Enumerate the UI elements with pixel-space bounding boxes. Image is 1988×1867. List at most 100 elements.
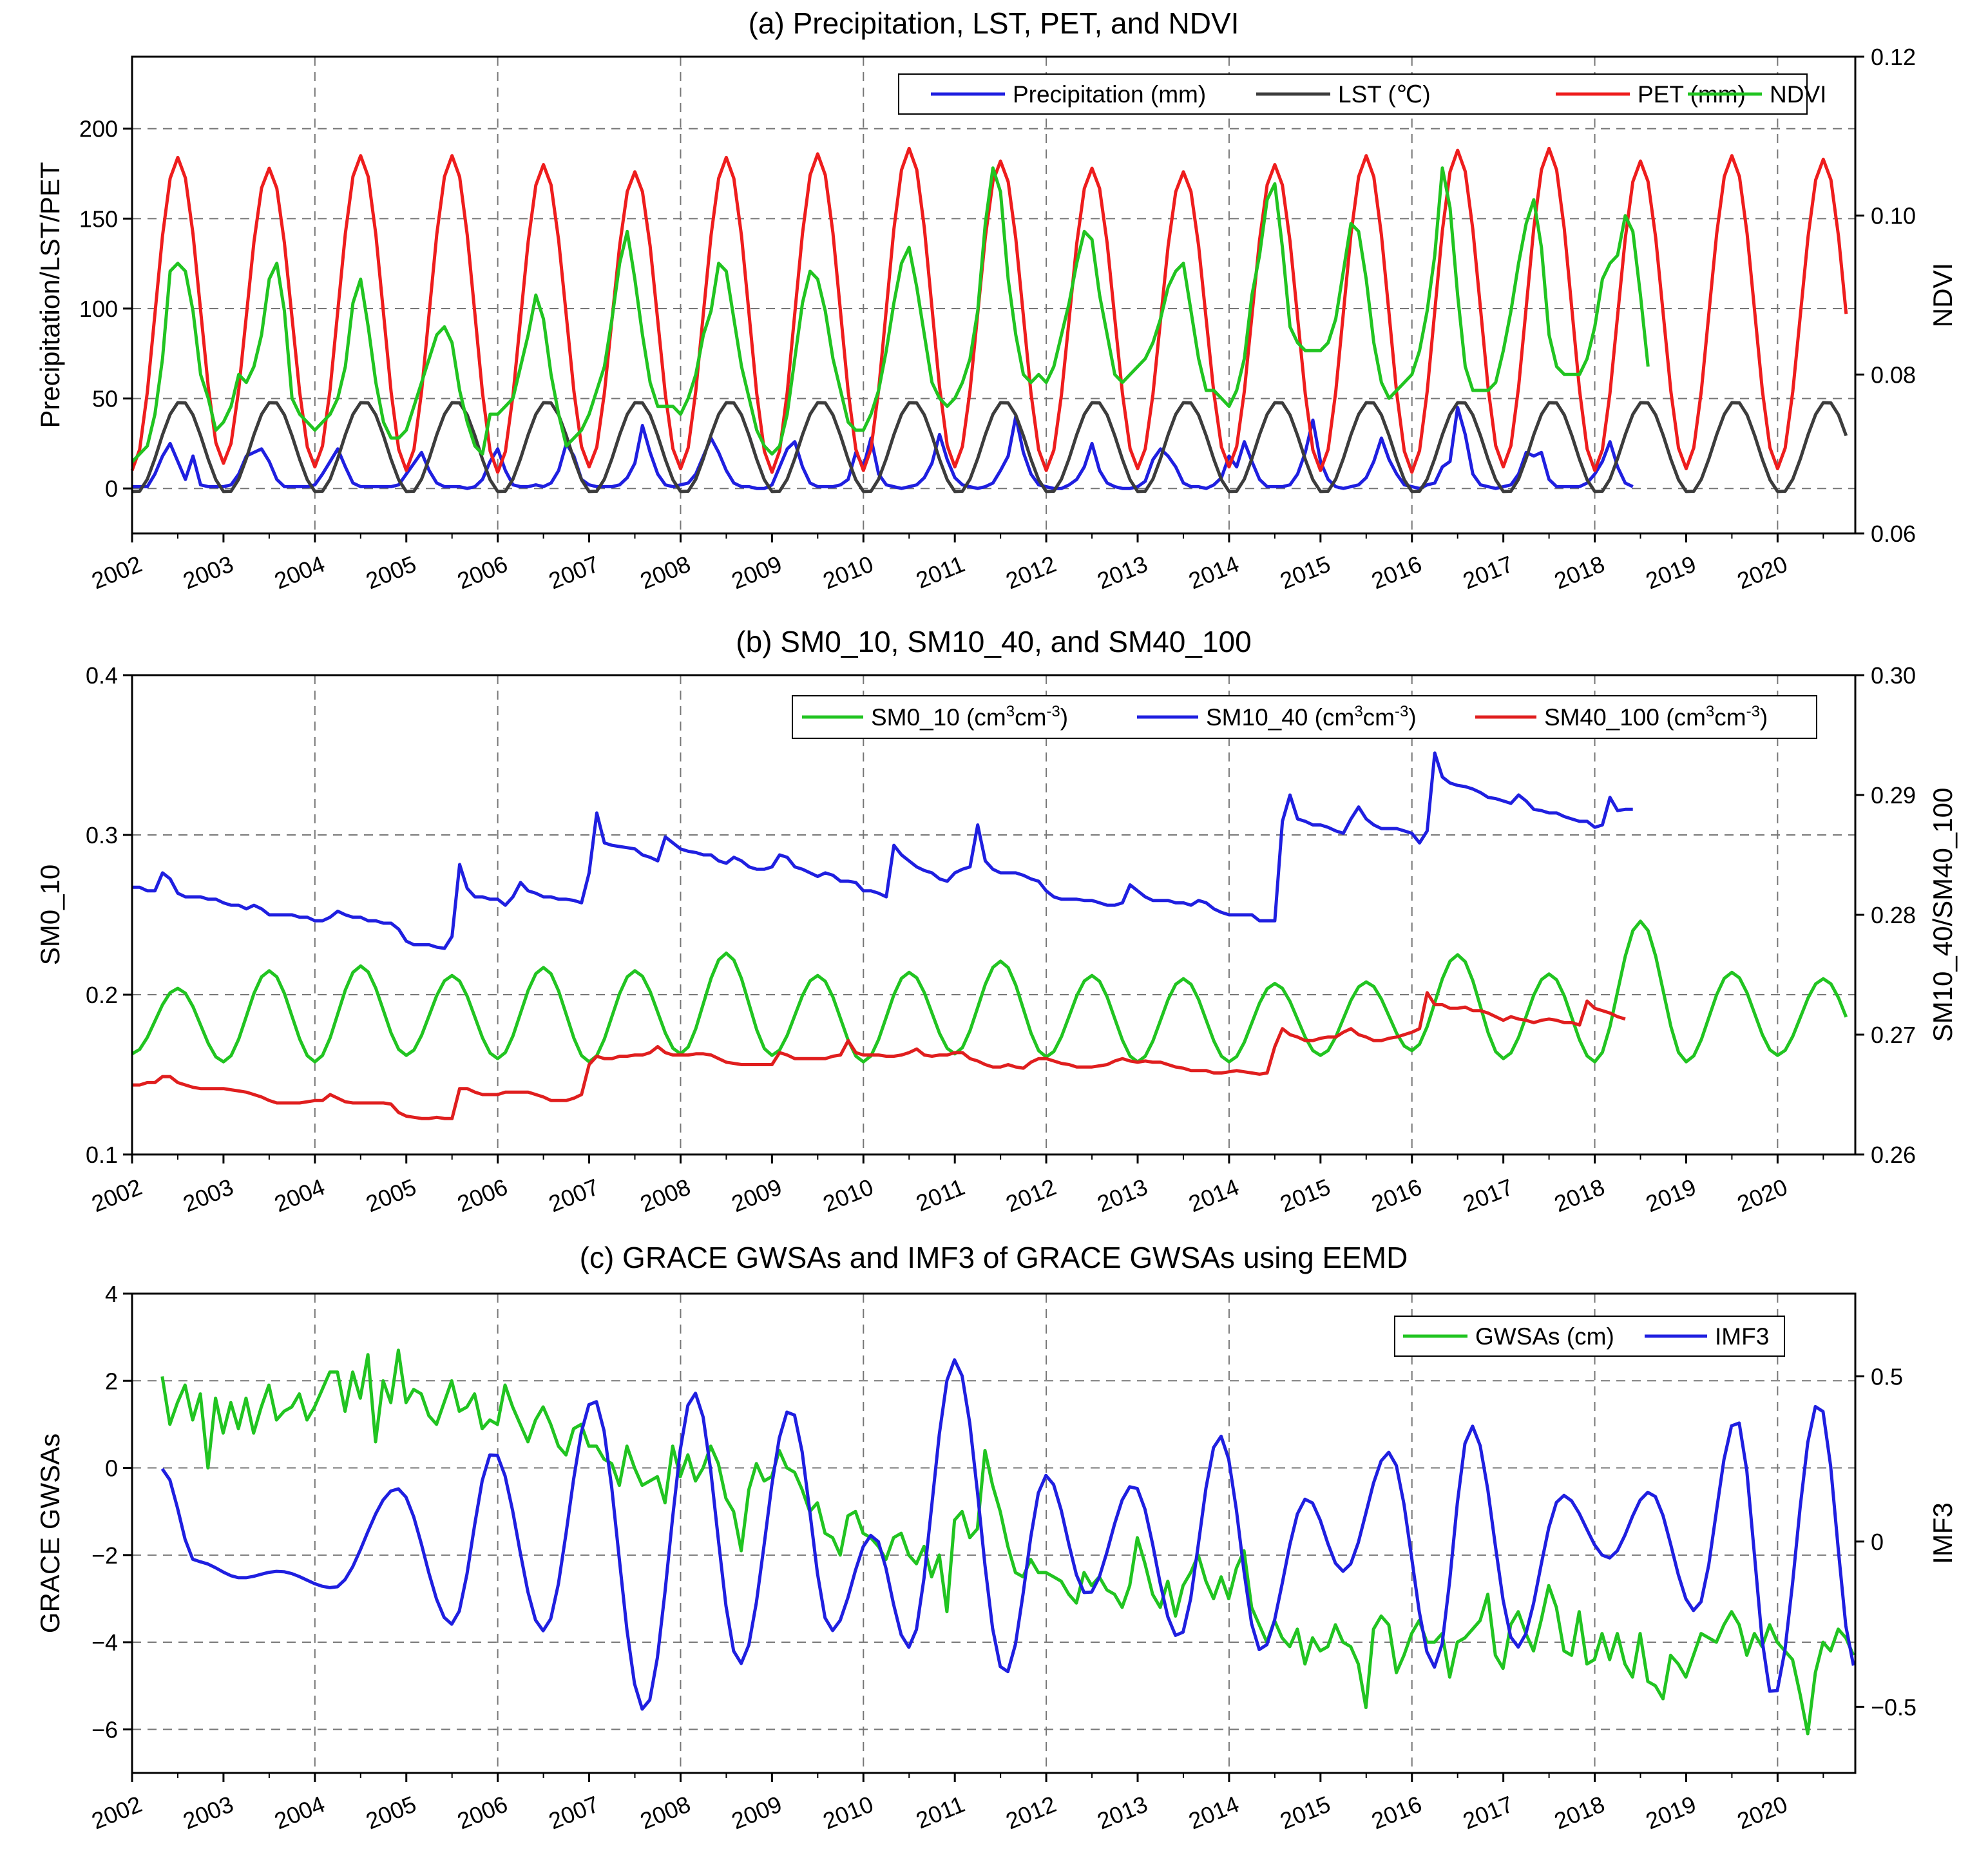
y-tick-label: 0 [105, 1455, 118, 1482]
x-tick-label: 2011 [912, 1790, 968, 1833]
x-tick-label: 2009 [728, 1790, 786, 1834]
y-axis-left: 0.1 0.2 0.3 0.4 [86, 662, 132, 1168]
legend: GWSAs (cm) IMF3 [1394, 1316, 1785, 1357]
legend: SM0_10 (cm3cm-3) SM10_40 (cm3cm-3) SM40_10… [792, 695, 1817, 739]
x-tick-label: 2019 [1642, 550, 1700, 594]
legend-box [792, 695, 1817, 739]
y-axis-right: 0.26 0.27 0.28 0.29 0.30 [1855, 662, 1916, 1168]
x-tick-label: 2010 [819, 1173, 877, 1217]
x-tick-label: 2013 [1093, 550, 1151, 594]
x-tick-label: 2014 [1185, 1173, 1243, 1217]
y2-tick-label: 0.10 [1871, 203, 1916, 229]
y-tick-label: −4 [91, 1629, 118, 1656]
x-tick-label: 2012 [1002, 1173, 1060, 1217]
plot-frame [131, 674, 1857, 1156]
series-line-precipitation [132, 406, 1634, 490]
x-tick-label: 2004 [271, 1790, 329, 1834]
y2-tick-label: 0.29 [1871, 782, 1916, 809]
x-tick-label: 2008 [636, 550, 694, 594]
y2-axis-label: NDVI [1927, 263, 1958, 327]
y-tick-label: 50 [92, 386, 118, 412]
x-tick-label: 2004 [271, 550, 329, 594]
x-tick-label: 2016 [1368, 550, 1426, 594]
y2-tick-label: −0.5 [1871, 1694, 1916, 1720]
panel-c: (c) GRACE GWSAs and IMF3 of GRACE GWSAs … [35, 1241, 1958, 1834]
x-tick-label: 2007 [545, 550, 603, 594]
y2-tick-label: 0.06 [1871, 521, 1916, 547]
panel-title: (a) Precipitation, LST, PET, and NDVI [749, 6, 1239, 40]
y-tick-label: 2 [105, 1368, 118, 1394]
legend-label: NDVI [1770, 81, 1826, 108]
x-tick-label: 2003 [179, 550, 237, 594]
y-tick-label: 150 [79, 206, 118, 232]
y2-tick-label: 0.5 [1871, 1363, 1903, 1390]
legend-label: Precipitation (mm) [1013, 81, 1206, 108]
x-tick-label: 2013 [1093, 1173, 1151, 1217]
x-tick-label: 2015 [1276, 1173, 1334, 1217]
y-tick-label: 0 [105, 475, 118, 502]
y-axis-label: SM0_10 [35, 865, 65, 965]
grid [132, 1294, 1855, 1773]
y2-axis-label: SM10_40/SM40_100 [1927, 788, 1958, 1042]
x-tick-label: 2017 [1459, 1790, 1517, 1834]
y-axis-left: 0 50 100 150 200 [79, 116, 132, 502]
x-tick-label: 2018 [1551, 550, 1609, 594]
y-axis-label: Precipitation/LST/PET [35, 162, 65, 428]
series-line-sm0_10 [131, 919, 1848, 1064]
y2-tick-label: 0.12 [1871, 44, 1916, 70]
x-tick-label: 2005 [362, 1173, 420, 1217]
series-line-imf3 [160, 1358, 1855, 1711]
x-tick-label: 2011 [912, 550, 968, 593]
legend-label: GWSAs (cm) [1475, 1323, 1614, 1350]
y-tick-label: 200 [79, 116, 118, 142]
x-axis: 2002 2003 2004 2005 2006 2007 2008 2009 2010 2011… [88, 533, 1824, 594]
series-line-pet [130, 146, 1848, 474]
x-tick-label: 2002 [88, 550, 146, 594]
series-line-lst [131, 401, 1848, 493]
x-tick-label: 2002 [88, 1790, 146, 1834]
x-tick-label: 2013 [1093, 1790, 1151, 1834]
x-tick-label: 2003 [179, 1790, 237, 1834]
x-tick-label: 2009 [728, 1173, 786, 1217]
series-line-sm40_100 [132, 991, 1626, 1120]
series-line-sm10_40 [132, 751, 1633, 950]
y-tick-label: 0.4 [86, 662, 118, 689]
y2-tick-label: 0.30 [1871, 662, 1916, 689]
x-tick-label: 2008 [636, 1173, 694, 1217]
x-tick-label: 2007 [545, 1173, 603, 1217]
x-tick-label: 2019 [1642, 1173, 1700, 1217]
legend-label: SM0_10 (cm3cm-3) [871, 703, 1068, 731]
y-tick-label: −2 [91, 1542, 118, 1569]
panel-title: (b) SM0_10, SM10_40, and SM40_100 [736, 625, 1251, 658]
x-tick-label: 2020 [1734, 1173, 1792, 1217]
y2-tick-label: 0.26 [1871, 1142, 1916, 1168]
x-tick-label: 2016 [1368, 1790, 1426, 1834]
legend-box [898, 73, 1808, 115]
x-tick-label: 2014 [1185, 1790, 1243, 1834]
plot-frame [131, 1292, 1857, 1774]
x-tick-label: 2002 [88, 1173, 146, 1217]
x-tick-label: 2011 [912, 1173, 968, 1216]
x-tick-label: 2004 [271, 1173, 329, 1217]
series-line-gwsas [160, 1348, 1855, 1736]
legend: Precipitation (mm) LST (℃) PET (mm) NDVI [898, 73, 1826, 115]
x-tick-label: 2017 [1459, 1173, 1517, 1217]
x-tick-label: 2014 [1185, 550, 1243, 594]
y-tick-label: 100 [79, 296, 118, 322]
x-tick-label: 2017 [1459, 550, 1517, 594]
x-tick-label: 2008 [636, 1790, 694, 1834]
x-tick-label: 2010 [819, 550, 877, 594]
x-tick-label: 2006 [454, 550, 511, 594]
x-tick-label: 2012 [1002, 550, 1060, 594]
y-axis-left: −6 −4 −2 0 2 4 [91, 1281, 132, 1743]
y2-tick-label: 0 [1871, 1529, 1884, 1555]
y-axis-right: −0.5 0 0.5 [1855, 1363, 1916, 1720]
x-axis: 2002 2003 2004 2005 2006 2007 2008 2009 2010 2011… [88, 1154, 1824, 1217]
y-tick-label: 0.3 [86, 822, 118, 848]
grid [132, 675, 1855, 1154]
y-tick-label: 0.1 [86, 1142, 118, 1168]
y-tick-label: 0.2 [86, 982, 118, 1008]
legend-label: SM40_100 (cm3cm-3) [1544, 703, 1768, 731]
